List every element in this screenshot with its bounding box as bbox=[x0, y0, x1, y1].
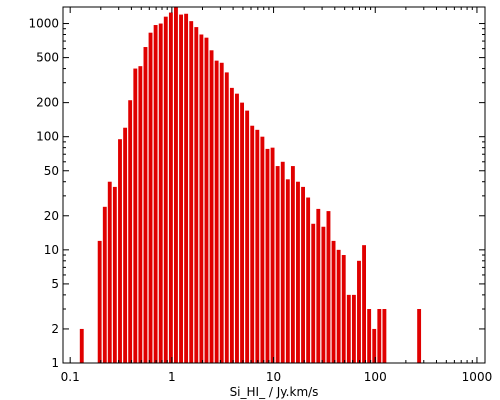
histogram-bar bbox=[148, 32, 153, 363]
x-axis-title: Si_HI_ / Jy.km/s bbox=[230, 385, 319, 399]
histogram-bar bbox=[189, 21, 194, 363]
histogram-bar bbox=[306, 197, 311, 363]
histogram-bar bbox=[123, 127, 128, 363]
histogram-bar bbox=[346, 294, 351, 363]
histogram-bar bbox=[311, 223, 316, 363]
histogram-bar bbox=[79, 328, 84, 363]
histogram-bar bbox=[138, 66, 143, 364]
histogram-bar bbox=[367, 309, 372, 363]
histogram-bar bbox=[336, 249, 341, 363]
histogram-bar bbox=[280, 161, 285, 363]
histogram-bar bbox=[296, 181, 300, 363]
histogram-bar bbox=[235, 93, 239, 364]
histogram-bar bbox=[417, 309, 422, 363]
histogram-bar bbox=[209, 50, 214, 364]
histogram-bar bbox=[158, 23, 163, 363]
histogram-bar bbox=[362, 245, 366, 363]
x-tick-label: 100 bbox=[364, 370, 387, 384]
histogram-bar bbox=[351, 294, 356, 363]
histogram-bar bbox=[275, 166, 280, 363]
y-tick-label: 10 bbox=[44, 243, 59, 257]
histogram-bar bbox=[214, 60, 219, 363]
histogram-bar bbox=[377, 309, 382, 363]
histogram-bar bbox=[97, 240, 102, 363]
histogram-bar bbox=[112, 186, 117, 363]
histogram-bar bbox=[240, 102, 244, 363]
x-tick-label: 10 bbox=[266, 370, 281, 384]
histogram-bar bbox=[260, 136, 265, 363]
histogram-bar bbox=[316, 208, 321, 363]
histogram-bar bbox=[204, 37, 209, 364]
histogram-bar bbox=[128, 100, 133, 363]
histogram-bar bbox=[107, 181, 112, 363]
y-tick-label: 200 bbox=[36, 96, 59, 110]
histogram-bar bbox=[341, 255, 346, 363]
x-tick-label: 1 bbox=[168, 370, 176, 384]
histogram-bar bbox=[382, 309, 387, 363]
histogram-bar bbox=[270, 147, 275, 363]
y-tick-label: 1000 bbox=[28, 17, 59, 31]
histogram-bar bbox=[118, 139, 122, 363]
x-tick-label: 0.1 bbox=[61, 370, 80, 384]
histogram-bar bbox=[174, 7, 178, 363]
y-tick-label: 100 bbox=[36, 130, 59, 144]
y-tick-label: 5 bbox=[51, 277, 59, 291]
y-tick-label: 500 bbox=[36, 51, 59, 65]
y-axis: 1 2 5 10 20 50 100 200 500 1000 bbox=[28, 17, 485, 370]
histogram-bar bbox=[301, 186, 305, 363]
histogram-bar bbox=[290, 166, 295, 363]
histogram-bar bbox=[199, 34, 204, 363]
histogram-bar bbox=[179, 14, 183, 364]
histogram-bar bbox=[194, 27, 199, 363]
histogram-bar bbox=[255, 129, 260, 363]
histogram-bars bbox=[79, 7, 422, 364]
y-tick-label: 50 bbox=[44, 164, 59, 178]
histogram-bar bbox=[143, 47, 148, 363]
histogram-bar bbox=[102, 206, 107, 363]
histogram-bar bbox=[163, 16, 168, 363]
histogram-bar bbox=[184, 13, 189, 363]
x-tick-label: 1000 bbox=[462, 370, 493, 384]
histogram-bar bbox=[133, 68, 138, 363]
x-axis: 0.1 1 10 100 1000 bbox=[61, 7, 493, 384]
histogram-bar bbox=[224, 72, 229, 364]
y-tick-label: 1 bbox=[51, 356, 59, 370]
histogram-bar bbox=[372, 328, 377, 363]
y-tick-label: 2 bbox=[51, 322, 59, 336]
histogram-bar bbox=[326, 211, 331, 363]
y-tick-label: 20 bbox=[44, 209, 59, 223]
histogram-bar bbox=[153, 25, 158, 364]
histogram-bar bbox=[250, 125, 255, 363]
histogram-bar bbox=[245, 110, 250, 363]
histogram-bar bbox=[229, 87, 234, 363]
histogram-bar bbox=[219, 62, 224, 363]
histogram-bar bbox=[357, 260, 361, 363]
histogram-bar bbox=[321, 226, 326, 363]
histogram-bar bbox=[331, 240, 336, 363]
histogram-bar bbox=[285, 179, 290, 363]
histogram-bar bbox=[265, 148, 270, 363]
histogram-bar bbox=[168, 12, 173, 363]
